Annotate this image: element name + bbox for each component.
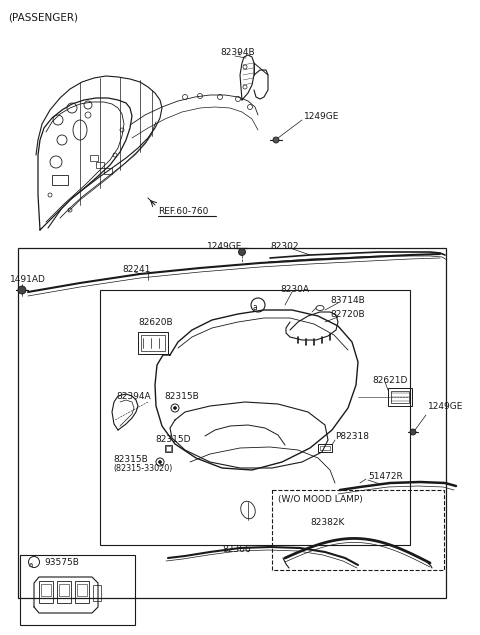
Text: 1491AD: 1491AD: [10, 275, 46, 284]
Text: P82318: P82318: [335, 432, 369, 441]
Text: 82366: 82366: [222, 545, 251, 554]
Bar: [388, 388, 412, 406]
Bar: [141, 335, 165, 351]
Bar: [77, 584, 87, 596]
Circle shape: [239, 248, 245, 255]
Bar: [39, 581, 53, 603]
Bar: [59, 584, 69, 596]
Text: 1249GE: 1249GE: [206, 242, 242, 251]
Text: a: a: [29, 562, 33, 568]
Text: (W/O MOOD LAMP): (W/O MOOD LAMP): [278, 495, 363, 504]
Bar: [318, 444, 332, 452]
Text: 82621D: 82621D: [372, 376, 408, 385]
Text: a: a: [252, 304, 257, 312]
Text: (82315-33020): (82315-33020): [113, 464, 172, 473]
Text: REF.60-760: REF.60-760: [158, 207, 208, 216]
Bar: [100, 290, 410, 545]
Text: 82720B: 82720B: [330, 310, 365, 319]
Text: 82382K: 82382K: [310, 518, 344, 527]
Bar: [57, 581, 71, 603]
Text: 82620B: 82620B: [138, 318, 173, 327]
Text: 82302: 82302: [270, 242, 299, 251]
Text: 51472R: 51472R: [368, 472, 403, 481]
Text: 8230A: 8230A: [280, 285, 309, 294]
Bar: [90, 155, 98, 161]
Bar: [391, 391, 409, 403]
Circle shape: [18, 286, 26, 294]
Bar: [52, 175, 68, 185]
Text: 1249GE: 1249GE: [428, 402, 463, 411]
Bar: [320, 446, 330, 450]
Bar: [272, 490, 444, 570]
Bar: [20, 555, 135, 625]
Text: 83714B: 83714B: [330, 296, 365, 305]
Bar: [75, 581, 89, 603]
Bar: [93, 585, 101, 601]
Text: 93575B: 93575B: [44, 558, 79, 567]
Circle shape: [410, 429, 416, 435]
Text: 82315B: 82315B: [164, 392, 199, 401]
Bar: [18, 248, 446, 598]
Bar: [166, 446, 171, 451]
Bar: [96, 162, 104, 168]
Bar: [165, 445, 172, 452]
Bar: [138, 332, 168, 354]
Text: 82315B: 82315B: [113, 455, 148, 464]
Circle shape: [173, 406, 177, 410]
Text: 82315D: 82315D: [155, 435, 191, 444]
Text: 82394B: 82394B: [220, 48, 254, 57]
Text: (PASSENGER): (PASSENGER): [8, 12, 78, 22]
Bar: [41, 584, 51, 596]
Text: 82241: 82241: [122, 265, 150, 274]
Text: 1249GE: 1249GE: [304, 112, 339, 121]
Circle shape: [273, 137, 279, 143]
Bar: [104, 168, 112, 174]
Text: 82394A: 82394A: [116, 392, 151, 401]
Circle shape: [158, 460, 161, 464]
